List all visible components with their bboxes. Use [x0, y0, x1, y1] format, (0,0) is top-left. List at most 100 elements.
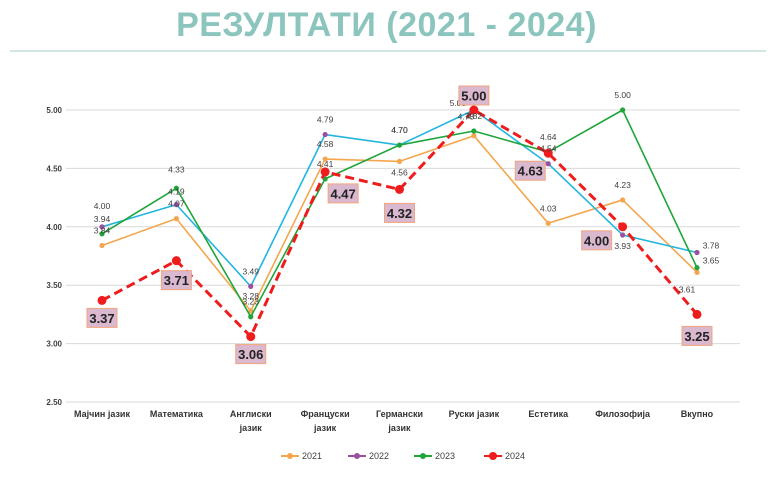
data-label-2023: 3.23 — [242, 297, 259, 307]
highlight-data-label: 4.32 — [387, 206, 412, 221]
data-label-2022: 4.79 — [317, 115, 334, 125]
data-point-2024 — [543, 148, 553, 158]
highlight-data-label: 4.00 — [584, 233, 609, 248]
y-tick-label: 4.00 — [46, 223, 62, 232]
legend-label: 2024 — [505, 451, 525, 461]
x-category-label: Руски јазик — [449, 409, 500, 419]
highlight-label-box — [384, 202, 415, 223]
data-point-2022 — [322, 131, 328, 138]
data-point-2024 — [97, 295, 107, 305]
x-category-label: Математика — [150, 409, 204, 419]
data-point-2021 — [694, 269, 700, 275]
data-point-2021 — [471, 133, 477, 139]
data-point-2023 — [471, 128, 477, 134]
data-label-2021: 3.84 — [94, 225, 111, 235]
data-point-2023 — [396, 142, 403, 148]
data-labels: 3.84 4.07 3.28 4.58 4.56 4.78 4.03 4.23 3.61 4.00… — [86, 85, 720, 365]
data-point-2024 — [246, 332, 256, 342]
data-label-2022: 4.00 — [94, 201, 111, 211]
y-tick-label: 5.00 — [46, 106, 62, 115]
data-point-2024 — [469, 105, 479, 115]
data-point-2021 — [620, 197, 626, 203]
highlight-label-box — [235, 344, 267, 365]
series-lines — [97, 105, 702, 342]
legend-swatch-marker — [420, 453, 426, 459]
x-category-label: Англиски — [230, 409, 272, 419]
highlight-data-label: 5.00 — [461, 89, 486, 104]
data-label-2023: 3.65 — [703, 256, 720, 266]
x-category-label: јазик — [313, 423, 337, 433]
data-label-2021: 4.23 — [614, 180, 631, 190]
data-point-2024 — [395, 184, 404, 194]
highlight-label-box — [327, 183, 359, 204]
highlight-data-label: 3.06 — [238, 347, 263, 362]
data-label-2022: 3.78 — [703, 240, 720, 250]
x-category-label: јазик — [387, 423, 411, 433]
chart-grid — [66, 109, 740, 403]
data-point-2024 — [692, 309, 702, 319]
x-category-label: Мајчин јазик — [74, 409, 130, 419]
highlight-data-label: 4.63 — [518, 164, 543, 179]
series-line-2022 — [101, 109, 698, 288]
data-point-2022 — [99, 224, 105, 230]
highlight-data-label: 3.37 — [89, 311, 114, 326]
data-point-2022 — [248, 283, 254, 289]
highlight-data-label: 4.47 — [330, 186, 355, 201]
highlight-label-box — [160, 270, 192, 291]
data-label-2022: 4.19 — [168, 187, 185, 197]
data-label-2023: 5.00 — [614, 90, 631, 100]
highlight-label-box — [681, 325, 713, 346]
data-label-2021: 3.61 — [679, 284, 696, 294]
highlight-label-box — [581, 230, 613, 251]
chart-legend: 2021 2022 2023 2024 — [281, 451, 525, 461]
data-label-2023: 4.70 — [391, 125, 408, 135]
data-point-2022 — [694, 249, 700, 256]
data-point-2021 — [396, 158, 403, 164]
data-label-2023: 4.64 — [540, 132, 557, 142]
data-label-2022: 4.54 — [540, 144, 557, 154]
x-category-label: Филозофија — [595, 409, 651, 419]
series-line-2024 — [101, 108, 699, 339]
title-divider — [10, 50, 766, 52]
legend-label: 2023 — [435, 451, 455, 461]
x-axis-categories: Мајчин јазик Математика Англиски јазик Франц… — [74, 409, 714, 433]
legend-swatch-marker — [287, 453, 293, 459]
y-tick-label: 3.50 — [46, 281, 62, 290]
data-point-2023 — [248, 314, 254, 320]
highlight-data-label: 3.71 — [164, 273, 189, 288]
data-point-2024 — [320, 167, 330, 177]
data-point-2023 — [620, 107, 626, 113]
legend-label: 2022 — [369, 451, 389, 461]
data-label-2023: 3.94 — [94, 214, 111, 224]
x-category-label: Француски — [301, 409, 350, 419]
data-label-2023: 4.82 — [466, 111, 483, 121]
page-title: РЕЗУЛТАТИ (2021 - 2024) — [176, 6, 597, 44]
data-label-2021: 4.56 — [391, 167, 408, 177]
legend-swatch-marker — [354, 453, 360, 459]
highlight-data-label: 3.25 — [684, 329, 709, 344]
highlight-label-box — [514, 160, 546, 181]
x-category-label: Германски — [376, 409, 423, 419]
data-label-2021: 4.03 — [540, 203, 557, 213]
data-label-2021: 4.78 — [458, 112, 475, 122]
data-point-2021 — [322, 156, 328, 162]
data-point-2023 — [694, 265, 700, 271]
data-label-2023: 4.41 — [317, 159, 334, 169]
data-point-2022 — [173, 202, 179, 208]
data-point-2024 — [618, 222, 628, 232]
highlight-label-box — [86, 307, 118, 328]
data-point-2021 — [545, 220, 551, 226]
y-tick-label: 4.50 — [46, 164, 62, 173]
data-point-2024 — [171, 256, 181, 266]
data-point-2023 — [99, 231, 105, 237]
data-point-2022 — [620, 232, 626, 238]
data-point-2021 — [248, 308, 254, 314]
data-point-2021 — [99, 242, 105, 249]
data-label-2021: 4.58 — [317, 139, 334, 149]
data-label-2022: 4.70 — [391, 125, 408, 135]
data-label-2022: 3.93 — [614, 241, 631, 251]
data-label-2022: 3.49 — [242, 266, 259, 276]
data-point-2021 — [173, 216, 179, 222]
data-label-2021: 4.07 — [168, 199, 185, 209]
